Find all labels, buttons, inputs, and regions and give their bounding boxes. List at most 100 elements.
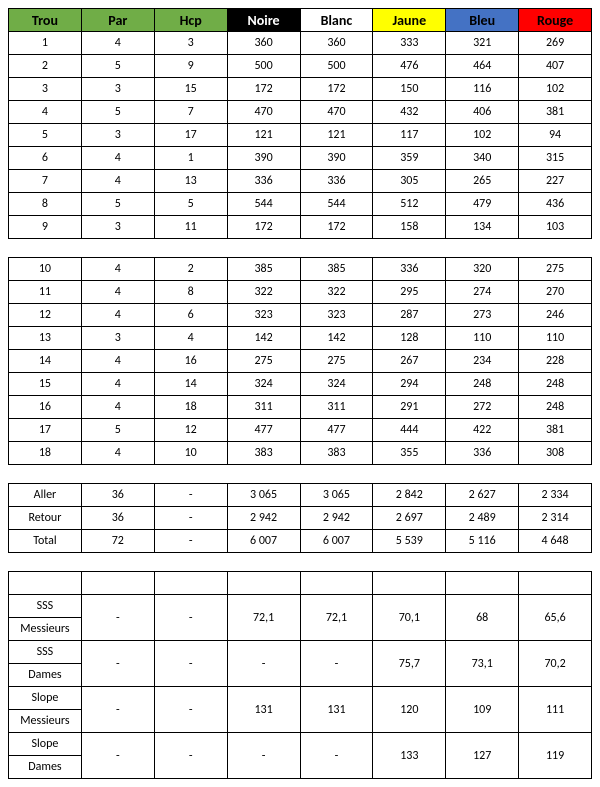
cell-hole: 4	[9, 101, 82, 124]
cell-par: 4	[81, 350, 154, 373]
stat-cell-noire: -	[227, 641, 300, 687]
cell-noire: 470	[227, 101, 300, 124]
total-row: Total72-6 0076 0075 5395 1164 648	[9, 530, 592, 553]
stat-label2: Dames	[9, 756, 82, 779]
stat-label1: SSS	[9, 595, 82, 618]
cell-hole: 10	[9, 258, 82, 281]
cell-jaune: 287	[373, 304, 446, 327]
hole-row: 1148322322295274270	[9, 281, 592, 304]
cell-blanc: 172	[300, 216, 373, 239]
total-cell-bleu: 5 116	[446, 530, 519, 553]
stat-cell-rouge: 111	[519, 687, 592, 733]
total-cell-jaune: 2 842	[373, 484, 446, 507]
cell-bleu: 102	[446, 124, 519, 147]
cell-noire: 477	[227, 419, 300, 442]
cell-jaune: 336	[373, 258, 446, 281]
cell-rouge: 228	[519, 350, 592, 373]
cell-hcp: 15	[154, 78, 227, 101]
hole-row: 3315172172150116102	[9, 78, 592, 101]
stat-cell-blanc: 72,1	[300, 595, 373, 641]
cell-par: 3	[81, 216, 154, 239]
cell-jaune: 333	[373, 32, 446, 55]
cell-hcp: 14	[154, 373, 227, 396]
cell-rouge: 381	[519, 419, 592, 442]
cell-jaune: 128	[373, 327, 446, 350]
cell-jaune: 295	[373, 281, 446, 304]
stat-cell-par: -	[81, 687, 154, 733]
total-cell-par: 36	[81, 507, 154, 530]
cell-par: 5	[81, 55, 154, 78]
cell-par: 3	[81, 124, 154, 147]
total-cell-noire: 6 007	[227, 530, 300, 553]
cell-bleu: 320	[446, 258, 519, 281]
cell-jaune: 294	[373, 373, 446, 396]
cell-hcp: 9	[154, 55, 227, 78]
cell-blanc: 385	[300, 258, 373, 281]
cell-hole: 16	[9, 396, 82, 419]
cell-hcp: 12	[154, 419, 227, 442]
stat-row: Slope----133127119	[9, 733, 592, 756]
stat-cell-jaune: 133	[373, 733, 446, 779]
cell-noire: 390	[227, 147, 300, 170]
cell-par: 4	[81, 170, 154, 193]
stat-cell-hcp: -	[154, 595, 227, 641]
cell-hole: 5	[9, 124, 82, 147]
cell-hole: 6	[9, 147, 82, 170]
hole-row: 1246323323287273246	[9, 304, 592, 327]
total-cell-label: Total	[9, 530, 82, 553]
hole-row: 18410383383355336308	[9, 442, 592, 465]
total-cell-blanc: 2 942	[300, 507, 373, 530]
cell-rouge: 248	[519, 396, 592, 419]
cell-noire: 142	[227, 327, 300, 350]
cell-hole: 14	[9, 350, 82, 373]
cell-blanc: 323	[300, 304, 373, 327]
cell-rouge: 270	[519, 281, 592, 304]
cell-rouge: 94	[519, 124, 592, 147]
cell-par: 5	[81, 101, 154, 124]
cell-blanc: 121	[300, 124, 373, 147]
cell-noire: 311	[227, 396, 300, 419]
stat-cell-rouge: 119	[519, 733, 592, 779]
total-row: Aller36-3 0653 0652 8422 6272 334	[9, 484, 592, 507]
stat-label2: Messieurs	[9, 618, 82, 641]
header-jaune: Jaune	[373, 9, 446, 32]
cell-hcp: 4	[154, 327, 227, 350]
cell-bleu: 274	[446, 281, 519, 304]
stat-cell-noire: 131	[227, 687, 300, 733]
cell-hcp: 16	[154, 350, 227, 373]
cell-bleu: 272	[446, 396, 519, 419]
cell-jaune: 150	[373, 78, 446, 101]
hole-row: 14416275275267234228	[9, 350, 592, 373]
total-cell-par: 36	[81, 484, 154, 507]
cell-blanc: 544	[300, 193, 373, 216]
hole-row: 7413336336305265227	[9, 170, 592, 193]
cell-rouge: 269	[519, 32, 592, 55]
header-hcp: Hcp	[154, 9, 227, 32]
cell-bleu: 340	[446, 147, 519, 170]
cell-blanc: 360	[300, 32, 373, 55]
cell-jaune: 291	[373, 396, 446, 419]
stat-label1: Slope	[9, 733, 82, 756]
cell-hole: 1	[9, 32, 82, 55]
cell-bleu: 110	[446, 327, 519, 350]
cell-rouge: 308	[519, 442, 592, 465]
cell-bleu: 273	[446, 304, 519, 327]
cell-bleu: 134	[446, 216, 519, 239]
stat-row: SSS----75,773,170,2	[9, 641, 592, 664]
stat-cell-jaune: 120	[373, 687, 446, 733]
total-cell-label: Aller	[9, 484, 82, 507]
cell-par: 4	[81, 304, 154, 327]
cell-blanc: 477	[300, 419, 373, 442]
cell-bleu: 265	[446, 170, 519, 193]
cell-rouge: 110	[519, 327, 592, 350]
cell-noire: 172	[227, 216, 300, 239]
cell-noire: 324	[227, 373, 300, 396]
cell-hcp: 1	[154, 147, 227, 170]
cell-noire: 121	[227, 124, 300, 147]
cell-jaune: 476	[373, 55, 446, 78]
cell-rouge: 246	[519, 304, 592, 327]
stat-label1: Slope	[9, 687, 82, 710]
cell-par: 4	[81, 442, 154, 465]
cell-blanc: 311	[300, 396, 373, 419]
cell-hcp: 13	[154, 170, 227, 193]
